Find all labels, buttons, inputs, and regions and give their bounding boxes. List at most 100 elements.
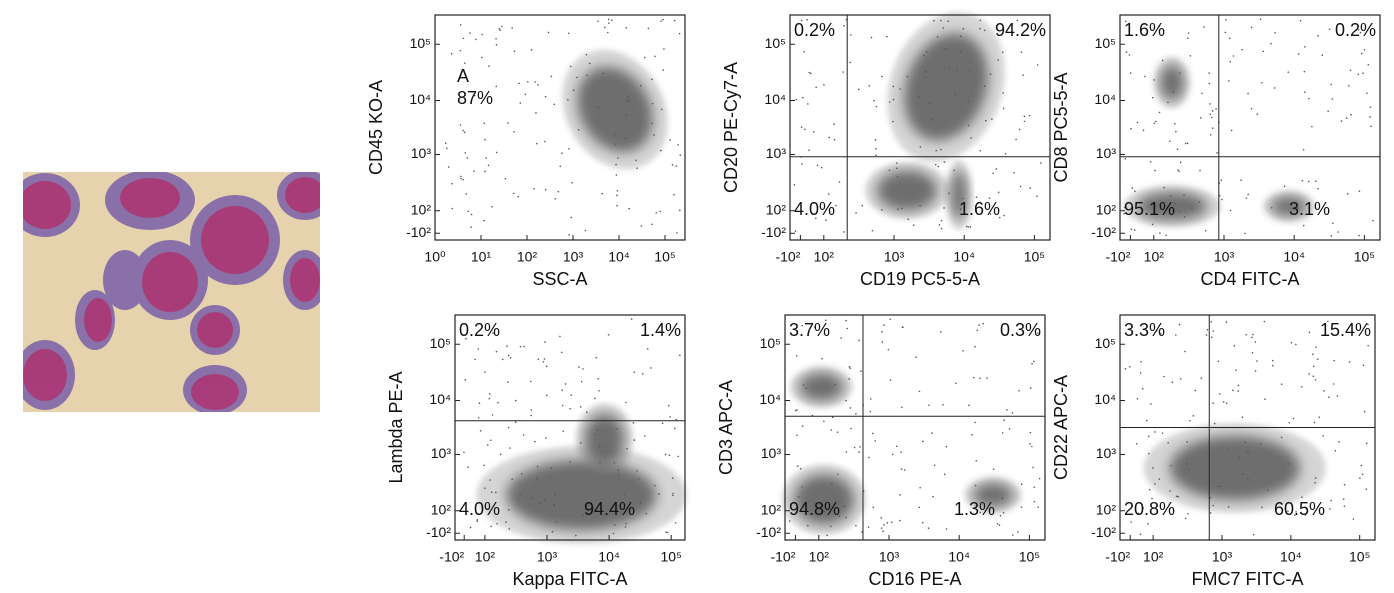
scatter-dot [1206,329,1209,331]
scatter-dot [1370,125,1372,128]
scatter-dot [470,226,472,228]
scatter-dot [953,169,955,172]
scatter-dot [873,99,875,102]
y-tick-label: 10⁴ [1094,91,1116,107]
scatter-dot [645,512,648,515]
scatter-dot [640,225,643,227]
scatter-dot [891,453,894,456]
x-tick-label: 10⁴ [948,549,970,565]
scatter-dot [1247,193,1249,196]
scatter-dot [1184,517,1187,520]
scatter-dot [669,416,671,418]
scatter-dot [641,373,644,375]
scatter-dot [1308,97,1310,100]
scatter-dot [578,366,580,368]
quadrant-percent: 60.5% [1274,499,1325,519]
scatter-dot [929,102,931,104]
scatter-dot [1331,98,1334,100]
scatter-dot [944,48,947,50]
scatter-dot [446,147,448,150]
scatter-dot [828,136,831,139]
scatter-dot [671,494,674,497]
scatter-dot [1179,161,1182,164]
y-tick-label: 10⁴ [1094,391,1116,407]
scatter-dot [1312,353,1314,356]
scatter-dot [1280,383,1283,385]
scatter-dot [580,380,583,383]
scatter-dot [861,531,863,533]
scatter-dot [935,149,938,152]
scatter-dot [1327,110,1329,112]
scatter-dot [940,331,942,333]
scatter-dot [979,511,982,514]
scatter-dot [553,103,556,106]
y-axis-label: CD3 APC-A [716,380,736,475]
scatter-dot [1264,398,1266,400]
scatter-dot [672,492,674,495]
x-tick-label: 10² [809,549,830,565]
scatter-dot [662,18,664,21]
scatter-dot [1154,431,1156,433]
scatter-dot [491,414,494,416]
scatter-dot [923,54,925,57]
scatter-dot [1158,25,1160,28]
scatter-dot [1184,350,1186,353]
scatter-dot [889,318,892,321]
scatter-dot [1151,223,1154,226]
scatter-dot [1189,419,1191,422]
scatter-dot [678,32,681,35]
scatter-dot [1245,333,1247,336]
scatter-dot [838,181,841,183]
scatter-dot [462,102,465,105]
scatter-dot [490,439,492,442]
scatter-dot [1145,419,1148,422]
scatter-dot [967,226,970,228]
scatter-dot [1241,416,1244,418]
scatter-dot [936,36,939,38]
quadrant-percent: 94.4% [584,499,635,519]
quadrant-percent: 4.0% [459,499,500,519]
quadrant-percent: 0.3% [1000,320,1041,340]
scatter-dot [1208,82,1211,85]
scatter-dot [1237,390,1239,392]
scatter-dot [867,526,870,528]
scatter-dot [883,324,885,326]
scatter-dot [875,154,877,157]
scatter-dot [1178,170,1180,173]
scatter-dot [1139,372,1142,374]
scatter-dot [1124,158,1127,160]
scatter-dot [1262,50,1265,53]
scatter-dot [662,69,664,71]
scatter-dot [466,157,469,159]
scatter-dot [464,152,467,154]
scatter-dot [1256,113,1259,116]
scatter-dot [635,159,637,162]
x-tick-label: -10² [775,249,800,265]
density-halo [1123,186,1221,226]
scatter-dot [801,163,803,165]
scatter-dot [623,493,626,496]
scatter-dot [1261,81,1263,84]
scatter-dot [1165,234,1167,237]
scatter-dot [1230,129,1233,132]
scatter-dot [536,477,538,480]
y-tick-label: 10³ [431,445,452,461]
y-tick-label: 10³ [761,445,782,461]
scatter-dot [495,350,498,353]
scatter-dot [1247,92,1249,95]
x-tick-label: 10⁵ [1019,549,1040,565]
scatter-dot [607,18,610,21]
scatter-dot [834,383,837,386]
x-tick-label: 10³ [1212,549,1233,565]
y-axis-label: CD22 APC-A [1051,375,1071,480]
scatter-dot [1225,402,1228,404]
y-axis-label: CD8 PC5-5-A [1051,72,1071,182]
scatter-dot [569,407,571,410]
scatter-dot [1212,402,1214,404]
scatter-dot [617,474,620,477]
scatter-dot [1280,436,1283,439]
scatter-dot [1019,185,1022,188]
scatter-dot [975,459,978,462]
scatter-dot [553,505,556,507]
scatter-dot [616,428,619,430]
